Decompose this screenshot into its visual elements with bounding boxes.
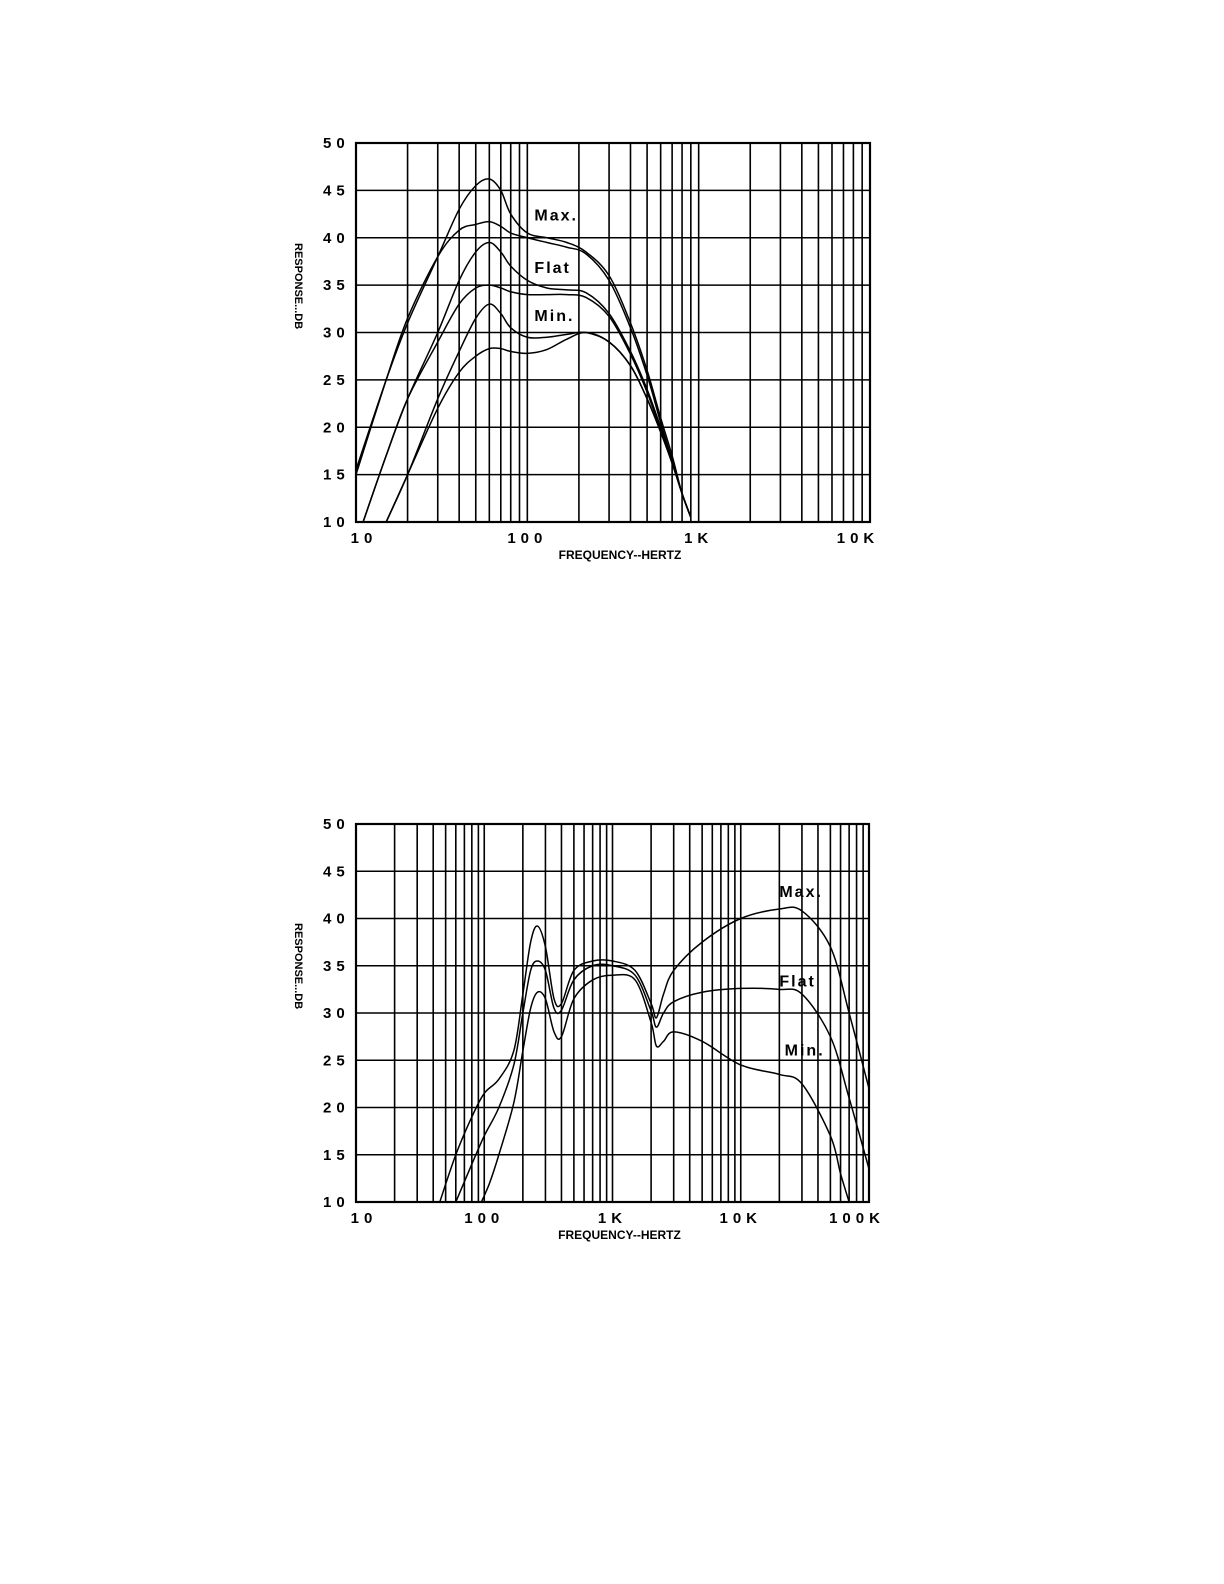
y-tick-label: 50 [323, 135, 350, 152]
y-tick-label: 15 [323, 1147, 350, 1164]
y-tick-label: 30 [323, 325, 350, 342]
curve-annotation-label: Flat [779, 974, 815, 991]
y-tick-label: 10 [323, 514, 350, 531]
x-tick-label: 1K [598, 1210, 627, 1227]
y-tick-label: 40 [323, 230, 350, 247]
curve-annotation-label: Flat [534, 260, 570, 277]
y-axis-label: RESPONSE...DB [292, 243, 304, 329]
y-tick-label: 25 [323, 372, 350, 389]
y-tick-label: 15 [323, 467, 350, 484]
y-tick-label: 45 [323, 863, 350, 880]
response-curve [356, 178, 692, 518]
y-tick-label: 35 [323, 958, 350, 975]
x-axis-label: FREQUENCY--HERTZ [558, 1228, 681, 1242]
plot-frame [354, 822, 871, 1204]
frequency-response-chart-2: 10 15 20 25 30 35 40 45 50 10 100 1K 10K 100K FREQUENC… [292, 816, 885, 1242]
response-curve [362, 284, 692, 522]
y-tick-label: 35 [323, 277, 350, 294]
frequency-response-chart-1: 10 15 20 25 30 35 40 45 50 10 100 1K 10K FREQUENCY--H… [292, 135, 880, 562]
x-tick-label: 10 [351, 530, 378, 547]
y-tick-label: 40 [323, 911, 350, 928]
x-tick-label: 100 [507, 530, 547, 547]
x-tick-label: 1K [684, 530, 713, 547]
response-curve [385, 331, 692, 522]
response-curve [455, 960, 869, 1202]
y-tick-label: 10 [323, 1194, 350, 1211]
curve-annotation-label: Max. [779, 884, 823, 901]
response-curve [480, 973, 850, 1202]
x-tick-label: 100K [829, 1210, 885, 1227]
y-tick-label: 45 [323, 182, 350, 199]
x-tick-label: 10 [351, 1210, 378, 1227]
x-axis-label: FREQUENCY--HERTZ [559, 548, 682, 562]
response-curve [439, 906, 869, 1202]
plot-frame [354, 141, 872, 524]
y-tick-label: 25 [323, 1052, 350, 1069]
y-axis-label: RESPONSE...DB [292, 923, 304, 1009]
x-tick-label: 100 [464, 1210, 504, 1227]
y-tick-label: 20 [323, 419, 350, 436]
y-tick-label: 30 [323, 1005, 350, 1022]
response-curve [385, 303, 692, 522]
curve-annotation-label: Min. [785, 1043, 825, 1060]
x-tick-label: 10K [837, 530, 880, 547]
response-curve [356, 220, 692, 518]
y-tick-label: 20 [323, 1100, 350, 1117]
response-curve [362, 241, 692, 522]
curve-annotation-label: Max. [534, 208, 578, 225]
y-tick-label: 50 [323, 816, 350, 833]
curve-annotation-label: Min. [534, 308, 574, 325]
x-tick-label: 10K [719, 1210, 762, 1227]
